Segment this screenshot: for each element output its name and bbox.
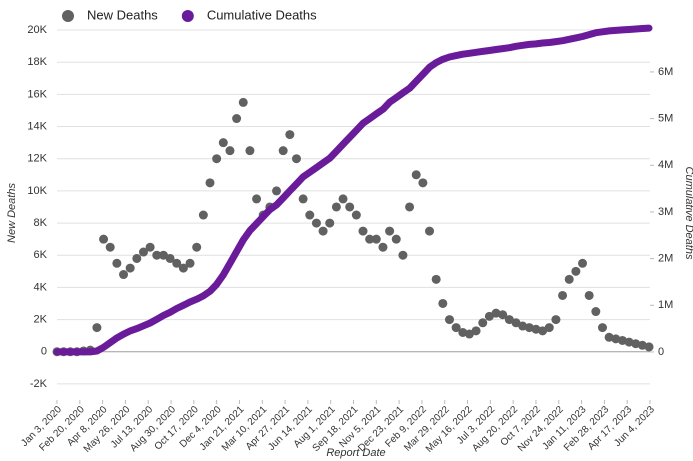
scatter-point [212,154,222,164]
y2-tick-label: 3M [658,206,673,218]
scatter-point [398,250,408,260]
scatter-point [298,194,308,204]
scatter-point [305,210,315,220]
scatter-point [644,342,654,352]
legend-label: Cumulative Deaths [207,7,317,22]
scatter-point [165,253,175,263]
scatter-point [564,274,574,284]
scatter-point [378,242,388,252]
scatter-point [371,234,381,244]
y-tick-label: 18K [27,56,47,68]
scatter-point [438,298,448,308]
y-tick-label: 8K [34,217,48,229]
scatter-point [318,226,328,236]
y2-tick-label: 6M [658,66,673,78]
scatter-point [411,170,421,180]
scatter-point [232,114,242,124]
scatter-point [185,258,195,268]
y-tick-label: 12K [27,153,47,165]
scatter-point [278,146,288,156]
scatter-point [145,242,155,252]
y2-tick-label: 0 [658,346,664,358]
scatter-point [578,258,588,268]
scatter-point [152,250,162,260]
scatter-point [105,242,115,252]
y-tick-label: -2K [30,378,48,390]
legend-marker [181,10,194,22]
y2-tick-label: 5M [658,113,673,125]
scatter-point [544,323,554,333]
scatter-point [444,315,454,325]
scatter-point [225,146,235,156]
scatter-point [365,234,375,244]
y2-axis-title: Cumulative Deaths [683,167,693,260]
scatter-point [358,226,368,236]
scatter-point [112,258,122,268]
y-tick-label: 0 [41,346,47,358]
scatter-point [252,194,262,204]
scatter-point [218,138,228,148]
scatter-point [125,263,135,273]
scatter-point [291,154,301,164]
scatter-point [132,253,142,263]
y2-tick-label: 1M [658,299,673,311]
scatter-point [385,226,395,236]
scatter-point [584,290,594,300]
scatter-point [331,202,341,212]
y-tick-label: 20K [27,24,47,36]
scatter-point [558,290,568,300]
scatter-point [431,274,441,284]
scatter-point [391,234,401,244]
scatter-point [172,258,182,268]
scatter-point [351,210,361,220]
scatter-point [205,178,215,188]
y-tick-label: 14K [27,120,47,132]
scatter-point [551,315,561,325]
scatter-point [405,202,415,212]
scatter-point [245,146,255,156]
scatter-point [138,247,148,257]
scatter-point [192,242,202,252]
scatter-point [119,270,129,280]
y-tick-label: 6K [34,249,48,261]
legend-label: New Deaths [87,7,158,22]
scatter-point [451,323,461,333]
scatter-point [338,194,348,204]
scatter-point [478,318,488,328]
scatter-point [471,326,481,336]
scatter-point [238,97,248,107]
y-axis-title: New Deaths [6,183,18,243]
y-tick-label: 16K [27,88,47,100]
scatter-point [285,130,295,140]
scatter-point [325,218,335,228]
scatter-point [99,234,109,244]
scatter-point [425,226,435,236]
scatter-point [597,323,607,333]
y2-tick-label: 4M [658,159,673,171]
scatter-point [178,263,188,273]
scatter-point [198,210,208,220]
scatter-point [272,186,282,196]
y2-tick-label: 2M [658,253,673,265]
y-tick-label: 10K [27,185,47,197]
line-series [53,24,653,356]
legend-marker [62,10,74,22]
x-axis-title: Report Date [326,447,385,459]
scatter-point [538,326,548,336]
scatter-point [571,266,581,276]
y-tick-label: 4K [34,281,48,293]
scatter-point [511,318,521,328]
scatter-point [92,323,102,333]
scatter-point [498,310,508,320]
y-tick-label: 2K [34,313,48,325]
scatter-point [504,315,514,325]
scatter-point [484,311,494,321]
scatter-point [345,202,355,212]
scatter-point [591,307,601,317]
scatter-point [464,329,474,339]
scatter-point [158,250,168,260]
scatter-point [311,218,321,228]
scatter-point [418,178,428,188]
